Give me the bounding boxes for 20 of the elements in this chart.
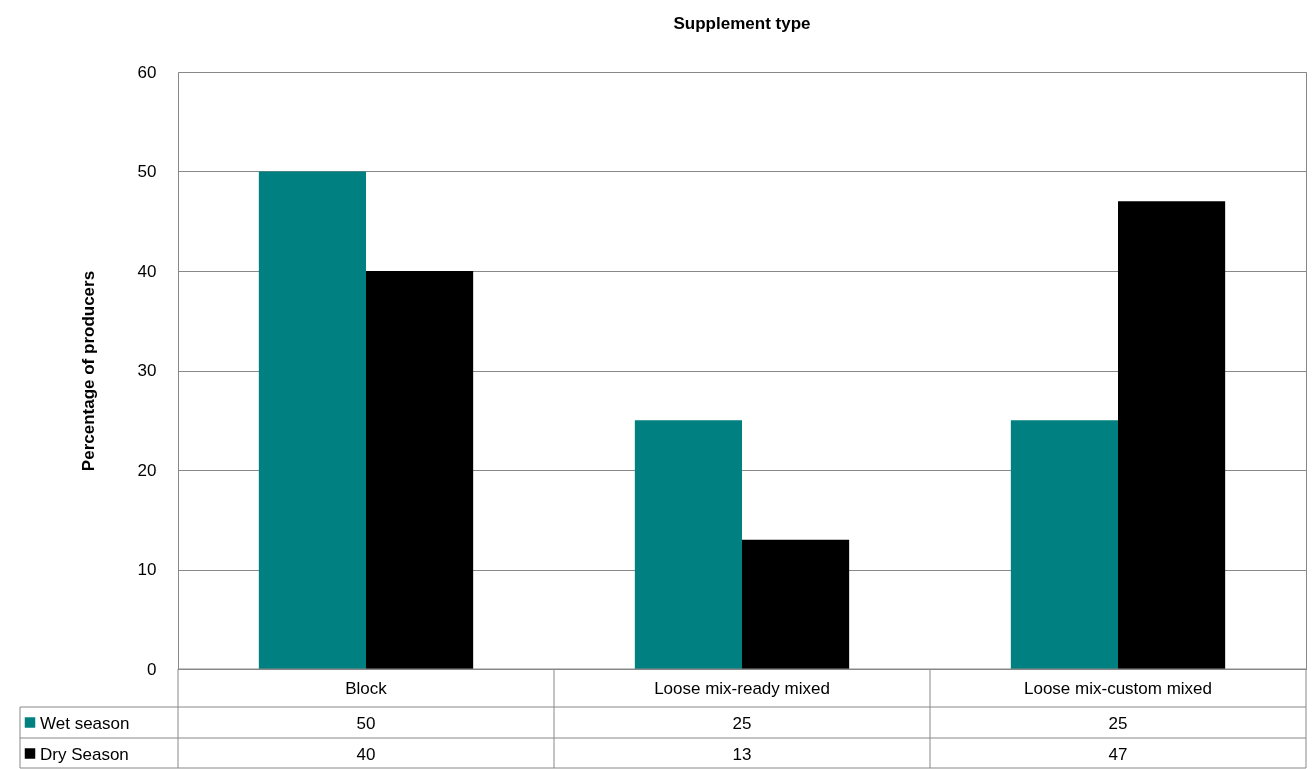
legend-label: Wet season xyxy=(40,713,130,733)
y-tick-label: 60 xyxy=(137,62,157,82)
data-label: 47 xyxy=(1108,744,1128,764)
chart-title: Supplement type xyxy=(673,14,811,33)
data-label: 50 xyxy=(356,713,376,733)
x-tick-label: Block xyxy=(345,679,388,698)
data-label: 25 xyxy=(732,713,752,733)
y-tick-label: 20 xyxy=(137,460,157,480)
y-axis-title: Percentage of producers xyxy=(78,270,98,472)
x-tick-label: Loose mix-ready mixed xyxy=(654,679,830,698)
data-label: 13 xyxy=(732,744,752,764)
y-tick-label: 30 xyxy=(137,361,157,380)
y-tick-label: 0 xyxy=(147,659,157,679)
data-label: 25 xyxy=(1108,713,1128,733)
data-label: 40 xyxy=(356,744,376,764)
y-tick-label: 40 xyxy=(137,261,157,281)
legend-label: Dry Season xyxy=(40,744,129,764)
y-tick-label: 50 xyxy=(137,162,157,181)
y-tick-label: 10 xyxy=(137,560,157,579)
x-tick-label: Loose mix-custom mixed xyxy=(1023,679,1213,698)
